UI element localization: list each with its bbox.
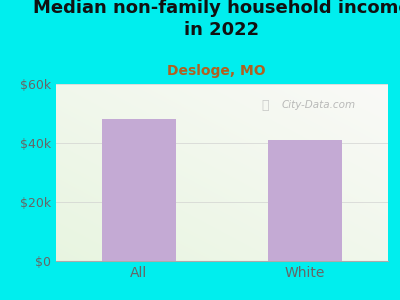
Text: Desloge, MO: Desloge, MO — [167, 64, 265, 79]
Bar — [102, 119, 176, 261]
Text: City-Data.com: City-Data.com — [282, 100, 356, 110]
Title: Median non-family household income
in 2022: Median non-family household income in 20… — [33, 0, 400, 39]
Bar — [268, 140, 342, 261]
Text: ⦿: ⦿ — [262, 99, 269, 112]
